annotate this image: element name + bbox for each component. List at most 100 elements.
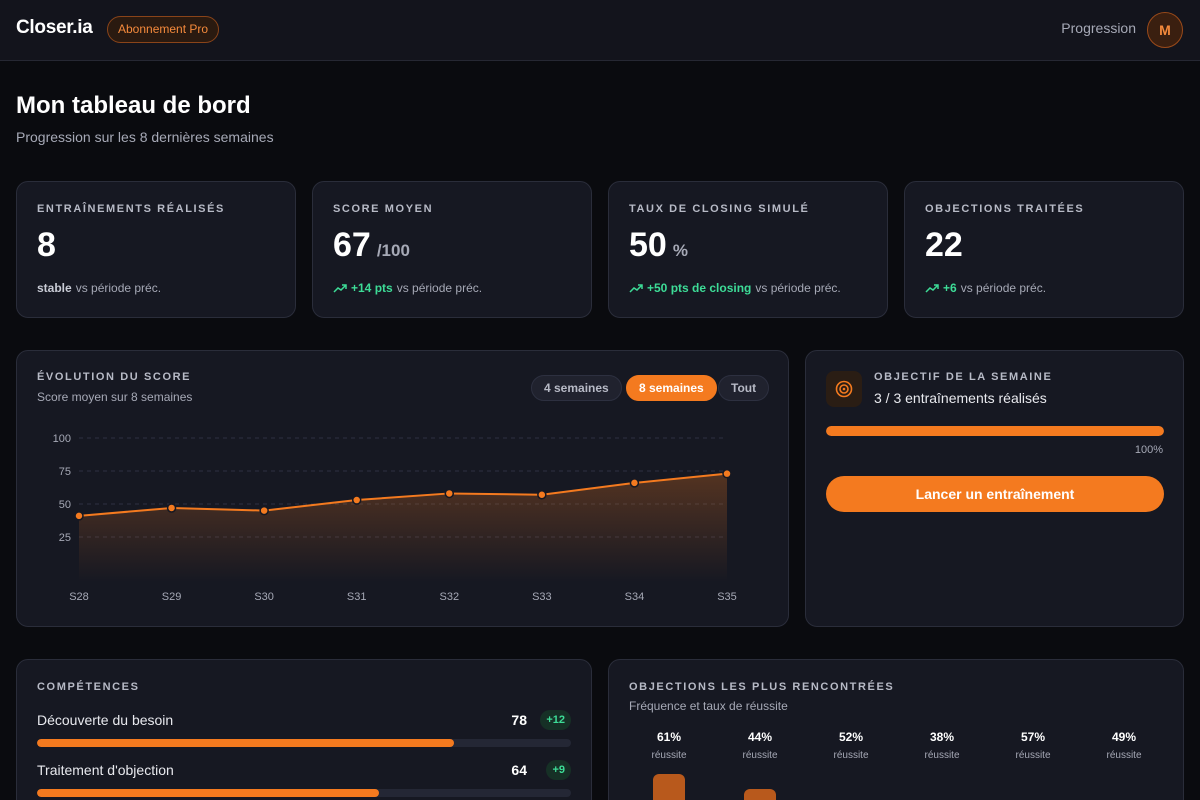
skill-progress-fill [37,789,379,797]
objections-subtitle: Fréquence et taux de réussite [629,699,788,713]
x-tick-label: S34 [625,591,645,603]
kpi-label: ENTRAÎNEMENTS RÉALISÉS [37,203,225,215]
kpi-trend: stable vs période préc. [37,281,161,295]
objection-bar [744,789,776,800]
trend-up-icon [629,284,643,293]
objection-rate: 38% [929,730,955,744]
kpi-label: TAUX DE CLOSING SIMULÉ [629,203,810,215]
kpi-card-average-score: SCORE MOYEN 67/100 +14 pts vs période pr… [312,181,592,318]
objection-rate-label: réussite [833,750,869,761]
kpi-delta: +14 pts [351,281,393,295]
objective-progress-fill [826,426,1164,436]
plan-badge: Abonnement Pro [107,16,220,43]
objection-column: 38% réussite [902,730,982,761]
skills-card: COMPÉTENCES Découverte du besoin 78 +12 … [16,659,592,800]
score-point[interactable] [259,505,269,516]
objection-rate: 52% [838,730,864,744]
y-tick-label: 75 [59,466,71,478]
objections-title: OBJECTIONS LES PLUS RENCONTRÉES [629,681,895,693]
page-title: Mon tableau de bord [16,92,251,119]
kpi-value: 22 [925,226,963,264]
range-all-button[interactable]: Tout [718,375,770,401]
kpi-delta: +6 [943,281,957,295]
x-tick-label: S29 [162,591,182,603]
objection-rate-label: réussite [1106,750,1142,761]
chart-subtitle: Score moyen sur 8 semaines [37,390,193,404]
brand-logo[interactable]: Closer.ia [16,17,93,38]
score-point[interactable] [351,495,362,505]
score-point[interactable] [444,488,455,499]
objection-column: 57% réussite [993,730,1073,761]
kpi-value: 67/100 [333,226,410,264]
objection-bar [653,774,685,800]
objections-card: OBJECTIONS LES PLUS RENCONTRÉES Fréquenc… [608,659,1184,800]
objection-rate-label: réussite [924,750,960,761]
x-tick-label: S30 [254,591,274,603]
start-training-button[interactable]: Lancer un entraînement [826,476,1164,512]
x-tick-label: S33 [532,591,552,603]
skill-progress-bar [37,739,571,747]
score-line [78,472,728,517]
skill-score: 64 [511,762,527,778]
chart-title: ÉVOLUTION DU SCORE [37,371,192,383]
range-8-weeks-button[interactable]: 8 semaines [626,375,717,401]
score-chart-card: ÉVOLUTION DU SCORE Score moyen sur 8 sem… [16,350,789,627]
skill-score: 78 [511,712,527,728]
skill-delta-badge: +9 [546,760,571,780]
score-point[interactable] [722,468,732,479]
x-tick-label: S35 [717,591,737,603]
objective-title: OBJECTIF DE LA SEMAINE [874,371,1053,383]
kpi-card-objections: OBJECTIONS TRAITÉES 22 +6 vs période pré… [904,181,1184,318]
objection-rate: 49% [1111,730,1137,744]
kpi-label: SCORE MOYEN [333,203,434,215]
x-tick-label: S28 [69,591,89,603]
skill-name: Traitement d'objection [37,762,174,778]
trend-up-icon [925,284,939,293]
y-tick-label: 25 [59,532,71,544]
objection-rate: 44% [747,730,773,744]
kpi-card-closing-rate: TAUX DE CLOSING SIMULÉ 50% +50 pts de cl… [608,181,888,318]
y-tick-label: 100 [53,433,71,445]
score-line-chart: 25 50 75 100 S28 S29 S30 S31 S32 S33 S34 S35 [53,433,737,603]
objective-subtitle: 3 / 3 entraînements réalisés [874,390,1047,406]
kpi-unit: % [672,241,688,260]
kpi-trend-suffix: vs période préc. [960,281,1047,295]
score-point[interactable] [629,478,640,488]
top-bar: Closer.ia Abonnement Pro Progression M [0,0,1200,61]
kpi-trend-suffix: vs période préc. [75,281,162,295]
objection-rate-label: réussite [651,750,687,761]
objection-column: 49% réussite [1084,730,1164,761]
page-subtitle: Progression sur les 8 dernières semaines [16,129,274,145]
kpi-stable-label: stable [37,281,72,295]
skills-title: COMPÉTENCES [37,681,140,693]
kpi-trend: +50 pts de closing vs période préc. [629,281,841,295]
trend-up-icon [333,284,347,293]
skill-name: Découverte du besoin [37,712,174,728]
score-point[interactable] [166,503,177,513]
objection-column: 52% réussite [811,730,891,761]
x-tick-label: S32 [439,591,459,603]
kpi-card-trainings: ENTRAÎNEMENTS RÉALISÉS 8 stable vs pério… [16,181,296,318]
kpi-delta: +50 pts de closing [647,281,752,295]
kpi-trend-suffix: vs période préc. [396,281,483,295]
kpi-label: OBJECTIONS TRAITÉES [925,203,1085,215]
score-point[interactable] [74,511,84,521]
objective-progress-label: 100% [1134,444,1163,456]
score-point[interactable] [537,490,547,500]
avatar[interactable]: M [1147,12,1183,48]
kpi-trend: +6 vs période préc. [925,281,1046,295]
objection-rate: 61% [656,730,682,744]
range-4-weeks-button[interactable]: 4 semaines [531,375,622,401]
score-area [79,473,727,582]
objection-rate-label: réussite [742,750,778,761]
kpi-value: 8 [37,226,56,264]
nav-link-progression[interactable]: Progression [1061,20,1136,36]
weekly-objective-card: OBJECTIF DE LA SEMAINE 3 / 3 entraînemen… [805,350,1184,627]
x-tick-label: S31 [347,591,367,603]
skill-progress-bar [37,789,571,797]
kpi-trend-suffix: vs période préc. [755,281,841,295]
y-tick-label: 50 [59,499,71,511]
kpi-value: 50% [629,226,688,264]
kpi-trend: +14 pts vs période préc. [333,281,482,295]
objection-column: 61% réussite [629,730,709,761]
